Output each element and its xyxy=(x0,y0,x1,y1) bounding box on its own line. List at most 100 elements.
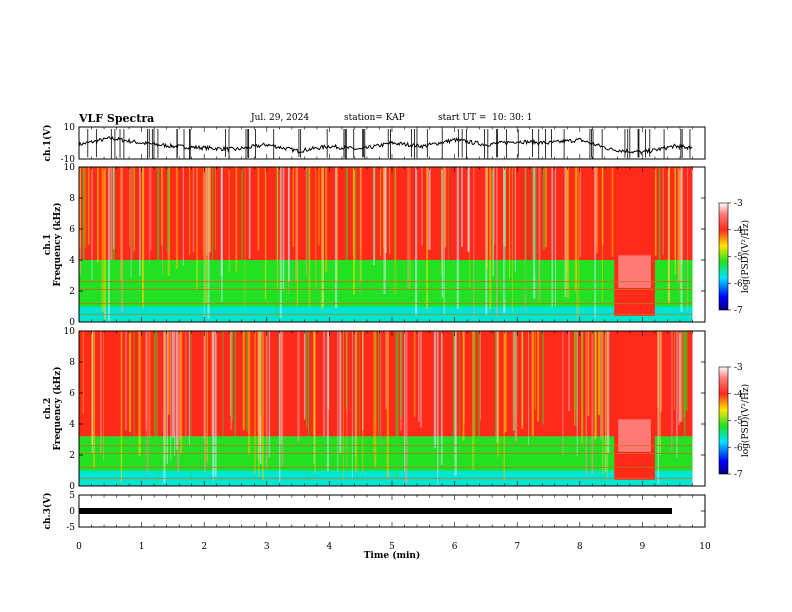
ch1-spec-streak xyxy=(674,167,676,275)
ch2-spec-streak xyxy=(373,331,374,456)
ch2-spec-streak xyxy=(185,331,187,438)
ch1-spec-streak xyxy=(441,167,444,298)
x-tick-label: 8 xyxy=(577,542,583,552)
ch1-spec-streak xyxy=(120,167,122,282)
x-tick-label: 10 xyxy=(699,542,711,552)
ch2-spec-streak xyxy=(659,331,661,456)
ch2-spec-streak xyxy=(327,331,330,410)
ch2-spec-tick-label: 2 xyxy=(69,451,75,461)
ch1-spec-colorbar-label: -3 xyxy=(734,199,743,209)
ch2-spec-streak xyxy=(440,331,443,465)
ch1-trace xyxy=(78,136,693,156)
ch1-spec-streak xyxy=(426,167,429,310)
ch1-spec-streak xyxy=(574,167,578,292)
ch2-spec-streak xyxy=(378,331,380,445)
ch2-spec-cells xyxy=(79,331,705,486)
panel-1-ylabel: ch.1 xyxy=(43,234,53,255)
ch1-spec-streak xyxy=(444,167,447,248)
ch2-spec-streak xyxy=(459,331,460,446)
ch1-spec-colorbar-label: -5 xyxy=(734,253,743,263)
ch3-tick-label: -5 xyxy=(66,523,75,533)
ch1-spec-streak xyxy=(276,167,279,290)
ch2-spec-streak xyxy=(679,331,682,423)
ch1-spec-streak xyxy=(567,167,570,299)
ch1-spec-colorbar-label: -7 xyxy=(734,306,743,316)
ch1-spec-streak xyxy=(687,167,689,311)
ch1-spec-streak xyxy=(207,167,210,319)
ch2-spec-streak xyxy=(346,331,348,468)
ch2-spec-streak xyxy=(574,331,575,426)
ch1-spec-streak xyxy=(680,167,683,312)
panel-2-ylabel: ch.2 xyxy=(43,398,53,419)
ch2-spec-streak xyxy=(100,331,102,455)
ch2-spec-streak xyxy=(374,331,376,424)
x-tick-label: 1 xyxy=(139,542,145,552)
ch2-spec-streak xyxy=(259,331,261,416)
ch2-spec-streak xyxy=(676,331,678,458)
figure-title: VLF Spectra xyxy=(79,112,155,125)
ch2-spec-streak xyxy=(180,331,183,455)
ch1-spec-streak xyxy=(662,167,664,255)
ch2-spec-colorbar-label: -6 xyxy=(734,443,743,453)
ch1-spec-streak xyxy=(192,167,195,253)
ch2-spec-streak xyxy=(581,331,583,409)
ch2-spec-streak xyxy=(125,331,127,431)
ch2-spec-streak xyxy=(362,331,364,474)
ch1-spec-streak xyxy=(359,167,361,297)
ch1-spec-streak xyxy=(110,167,113,260)
ch1-spec-streak xyxy=(101,167,104,312)
ch1-spec-band-1 xyxy=(79,260,705,307)
x-tick-label: 2 xyxy=(201,542,207,552)
ch1-spec-streak xyxy=(148,167,150,263)
ch2-spec-streak xyxy=(120,331,123,483)
ch1-spec-band-2 xyxy=(79,167,705,260)
ch2-spec-streak xyxy=(576,331,578,456)
ch1-spec-streak xyxy=(441,167,442,276)
ch2-spec-streak xyxy=(452,331,455,459)
ch1-spec-streak xyxy=(456,167,459,310)
ch2-spec-streak xyxy=(594,331,597,440)
ch1-spec-streak xyxy=(382,167,384,248)
ch2-spec-streak xyxy=(478,331,481,460)
ch1-spec-streak xyxy=(504,167,506,299)
ch1-spec-streak xyxy=(511,167,513,314)
ch1-spec-streak xyxy=(448,167,450,314)
ch1-spec-streak xyxy=(121,167,124,313)
ch2-spec-streak xyxy=(305,331,308,428)
ch2-spec-streak xyxy=(462,331,465,441)
ch1-spec-streak xyxy=(215,167,216,250)
ch2-spec-streak xyxy=(222,331,224,439)
x-tick-label: 0 xyxy=(76,542,82,552)
ch2-spec-event-core xyxy=(618,419,651,452)
ch1-spec-streak xyxy=(82,167,85,307)
ch1-spec-streak xyxy=(318,167,320,246)
ch2-spec-streak xyxy=(397,331,399,463)
ch2-spec-tick-label: 6 xyxy=(69,389,75,399)
ch1-spec-streak xyxy=(428,167,431,250)
ch2-spec-streak xyxy=(133,331,135,458)
ch1-spec-streak xyxy=(667,167,670,305)
x-tick-label: 4 xyxy=(327,542,333,552)
ch1-spec-streak xyxy=(379,167,382,257)
ch1-spec-streak xyxy=(579,167,582,257)
ch1-spec-streak xyxy=(678,167,681,280)
ch2-spec-streak xyxy=(386,331,389,478)
ch2-spec-streak xyxy=(190,331,192,479)
ch2-spec-streak xyxy=(206,331,208,463)
ch1-spec-streak xyxy=(189,167,191,255)
ch2-spec-streak xyxy=(537,331,540,422)
ch2-spec-streak xyxy=(504,331,507,433)
ch2-spec-streak xyxy=(339,331,342,454)
ch2-spec-streak xyxy=(473,331,476,467)
ch1-spec-streak xyxy=(292,167,294,247)
ch2-spec-streak xyxy=(433,331,437,448)
ch1-spec-streak xyxy=(84,167,86,248)
ch1-tick-label: -10 xyxy=(61,155,76,165)
ch1-spec-streak xyxy=(514,167,516,273)
ch1-spec-streak xyxy=(79,167,81,249)
ch2-spec-streak xyxy=(303,331,306,420)
ch1-spec-tick-label: 0 xyxy=(69,318,75,328)
panel-1-ylabel: Frequency (kHz) xyxy=(52,202,63,286)
ch2-spec-streak xyxy=(674,331,675,411)
ch1-spec-streak xyxy=(248,167,251,259)
